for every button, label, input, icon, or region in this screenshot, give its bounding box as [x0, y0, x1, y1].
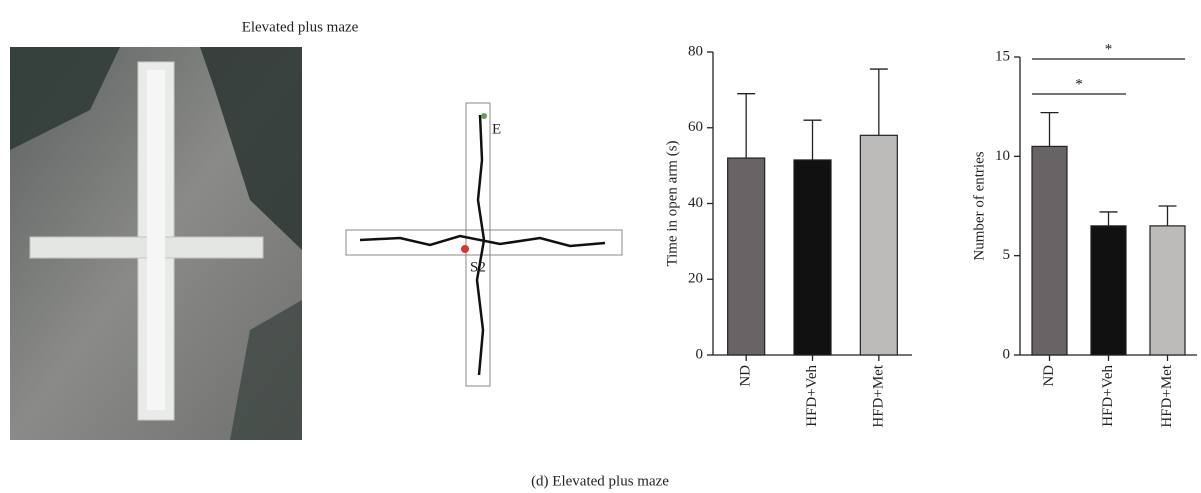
track-label: E — [492, 121, 501, 137]
track-label: S2 — [470, 259, 486, 275]
y-tick-label: 10 — [995, 148, 1010, 164]
x-tick-label: HFD+Met — [1159, 364, 1175, 427]
x-tick-label: HFD+Met — [870, 364, 886, 427]
photo — [10, 47, 302, 440]
y-tick-label: 40 — [688, 195, 703, 211]
y-tick-label: 15 — [995, 48, 1010, 64]
y-axis-label: Time in open arm (s) — [664, 140, 680, 266]
panel-title: Elevated plus maze — [242, 19, 359, 35]
bar — [1090, 225, 1127, 356]
bar — [1031, 145, 1068, 356]
y-tick-label: 20 — [688, 271, 703, 287]
x-tick-label: ND — [1041, 365, 1057, 387]
x-tick-label: ND — [738, 365, 754, 387]
significance-label: * — [1105, 41, 1113, 57]
track-plot: E S2 — [345, 102, 623, 387]
y-tick-label: 0 — [696, 346, 704, 362]
y-tick-label: 60 — [688, 119, 703, 135]
y-tick-label: 5 — [1003, 247, 1011, 263]
bar — [727, 157, 766, 356]
bar — [793, 159, 832, 356]
x-tick-label: HFD+Veh — [1100, 365, 1116, 427]
significance-label: * — [1075, 76, 1083, 92]
bar — [859, 134, 898, 356]
y-tick-label: 0 — [1003, 346, 1011, 362]
caption: (d) Elevated plus maze — [531, 473, 669, 489]
y-axis-label: Number of entries — [971, 151, 987, 260]
x-tick-label: HFD+Veh — [804, 365, 820, 427]
bar — [1149, 225, 1186, 356]
y-tick-label: 80 — [688, 43, 703, 59]
